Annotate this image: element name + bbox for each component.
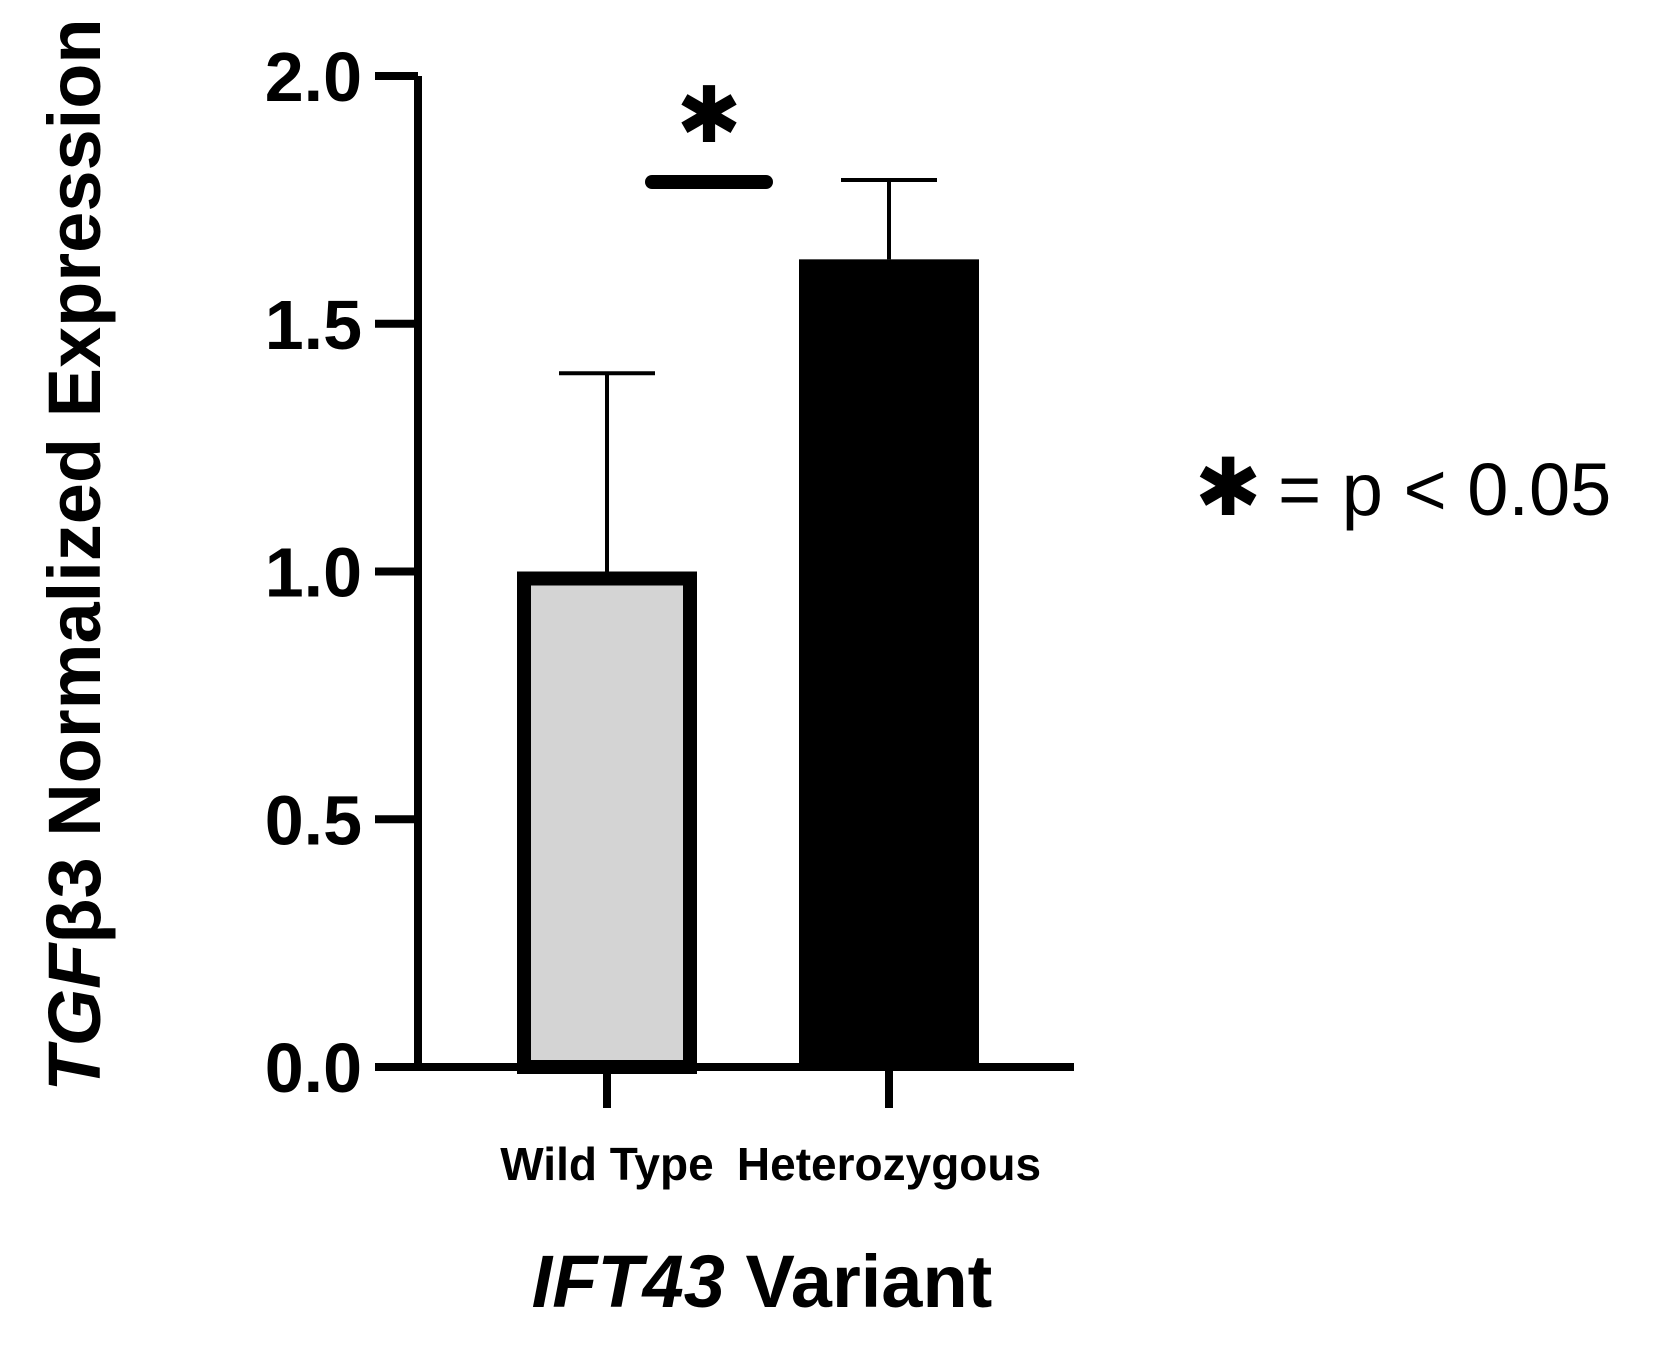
- y-tick-label: 2.0: [265, 38, 362, 116]
- legend-star: ✱: [1194, 441, 1261, 534]
- y-tick-label: 1.5: [265, 286, 362, 364]
- bar-wild-type: [517, 571, 697, 1074]
- bars: Wild Type Heterozygous: [500, 178, 1041, 1190]
- x-category-label: Wild Type: [500, 1138, 713, 1190]
- x-axis-title: IFT43 Variant: [532, 1240, 993, 1323]
- x-category-label: Heterozygous: [737, 1138, 1041, 1190]
- y-axis-title: TGFβ3 Normalized Expression: [33, 18, 116, 1091]
- y-axis-ticks: 0.0 0.5 1.0 1.5 2.0: [265, 38, 418, 1107]
- significance-star: ✱: [676, 71, 741, 161]
- y-tick-label: 0.5: [265, 781, 362, 859]
- bar-heterozygous: [799, 259, 979, 1068]
- y-tick-label: 0.0: [265, 1029, 362, 1107]
- y-tick-label: 1.0: [265, 534, 362, 612]
- legend-text: = p < 0.05: [1278, 448, 1611, 531]
